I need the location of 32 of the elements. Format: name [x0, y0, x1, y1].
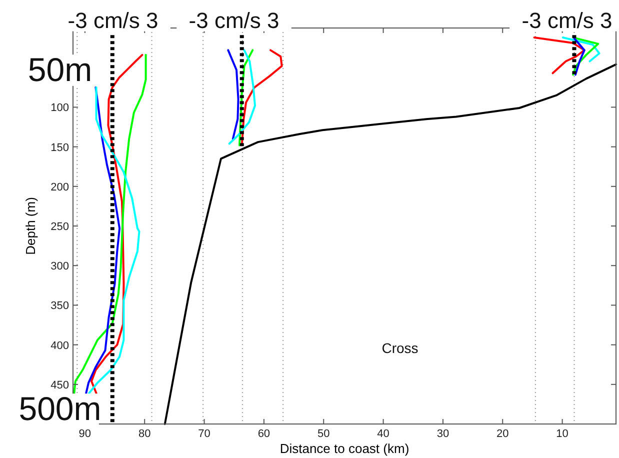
y-tick-label: 100	[50, 102, 69, 114]
x-tick-label: 40	[377, 428, 390, 440]
line-series	[562, 36, 600, 62]
y-tick-label: 300	[50, 260, 69, 273]
annotation: Cross	[382, 340, 418, 356]
annotation: 50m	[28, 51, 92, 88]
annotation: 500m	[18, 390, 102, 427]
line-series	[572, 37, 600, 76]
line-series	[533, 36, 586, 74]
annotation: -3 cm/s 3	[68, 8, 158, 33]
y-tick-label: 250	[50, 221, 69, 233]
x-tick-label: 80	[138, 428, 151, 440]
x-tick-label: 70	[198, 428, 210, 440]
line-series	[227, 49, 240, 140]
y-tick-label: 150	[50, 142, 69, 154]
line-series	[573, 37, 586, 76]
x-tick-label: 50	[317, 428, 330, 440]
annotation: -3 cm/s 3	[522, 8, 612, 33]
x-tick-label: 30	[436, 428, 450, 440]
y-tick-label: 400	[50, 340, 69, 352]
line-series	[228, 49, 256, 145]
x-tick-label: 10	[556, 428, 568, 440]
x-axis-title: Distance to coast (km)	[280, 441, 410, 456]
annotation: -3 cm/s 3	[188, 8, 280, 33]
x-tick-label: 90	[78, 428, 92, 440]
y-axis-title: Depth (m)	[23, 197, 38, 255]
x-tick-label: 60	[258, 428, 270, 440]
y-tick-label: 200	[50, 181, 69, 194]
x-tick-label: 20	[496, 428, 509, 440]
line-series	[238, 49, 254, 146]
y-tick-label: 450	[50, 379, 69, 392]
y-tick-label: 350	[50, 300, 69, 312]
